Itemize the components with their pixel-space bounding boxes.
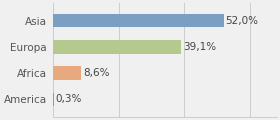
Text: 52,0%: 52,0%: [226, 16, 258, 26]
Text: 39,1%: 39,1%: [183, 42, 216, 52]
Text: 0,3%: 0,3%: [55, 94, 82, 104]
Bar: [53, 93, 54, 106]
Bar: [53, 40, 181, 54]
Bar: [53, 14, 224, 27]
Text: 8,6%: 8,6%: [83, 68, 109, 78]
Bar: [53, 66, 81, 80]
